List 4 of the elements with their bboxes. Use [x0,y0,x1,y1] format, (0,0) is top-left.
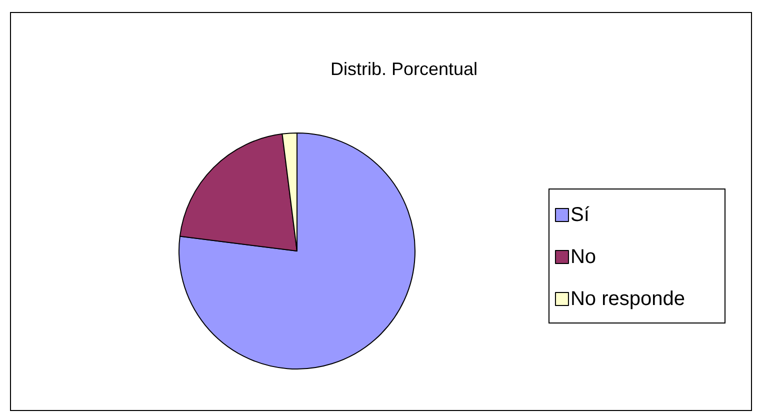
legend-label: Sí [570,204,590,226]
chart-title: Distrib. Porcentual [330,59,478,79]
legend-label: No responde [570,288,686,310]
legend-label: No [570,246,596,268]
